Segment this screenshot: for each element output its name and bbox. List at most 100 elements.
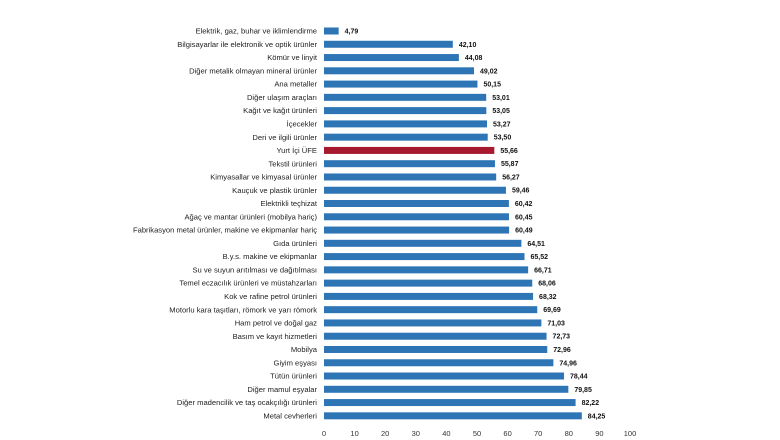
category-label: Tekstil ürünleri — [268, 159, 317, 168]
value-label: 42,10 — [459, 42, 477, 49]
x-tick-label: 20 — [381, 429, 389, 438]
bar — [324, 160, 495, 168]
value-label: 66,71 — [534, 267, 552, 274]
bar — [324, 399, 576, 407]
category-label: Kimyasallar ve kimyasal ürünler — [210, 173, 317, 182]
category-label: Basım ve kayıt hizmetleri — [233, 332, 318, 341]
value-label: 60,42 — [515, 201, 533, 208]
x-tick-label: 90 — [595, 429, 603, 438]
value-label: 60,45 — [515, 214, 533, 221]
value-label: 78,44 — [570, 374, 588, 381]
bar — [324, 332, 547, 340]
value-label: 49,02 — [480, 68, 498, 75]
x-axis-ticks-group: 0 10 20 30 40 50 60 70 80 90 100 — [322, 429, 636, 438]
x-tick-label: 60 — [503, 429, 511, 438]
category-label: Kauçuk ve plastik ürünler — [232, 186, 317, 195]
category-label: Su ve suyun arıtılması ve dağıtılması — [192, 265, 317, 274]
value-label: 84,25 — [588, 413, 606, 420]
bar — [324, 27, 339, 35]
value-label: 71,03 — [547, 320, 565, 327]
value-label: 50,15 — [483, 82, 501, 89]
value-label: 68,32 — [539, 294, 557, 301]
category-label: B.y.s. makine ve ekipmanlar — [223, 252, 318, 261]
bar — [324, 385, 569, 393]
value-labels-group: 4,79 42,10 44,08 49,02 50,15 53,01 53,05 53,27 5… — [345, 29, 606, 421]
x-tick-label: 100 — [624, 429, 637, 438]
x-tick-label: 50 — [473, 429, 481, 438]
bar — [324, 239, 522, 247]
bar — [324, 133, 488, 141]
category-label: Diğer ulaşım araçları — [247, 93, 317, 102]
bar — [324, 372, 565, 380]
value-label: 53,50 — [494, 135, 512, 142]
bar — [324, 120, 488, 128]
x-tick-label: 30 — [412, 429, 420, 438]
value-label: 79,85 — [574, 387, 592, 394]
category-label: Diğer metalik olmayan mineral ürünler — [189, 66, 317, 75]
x-tick-label: 10 — [350, 429, 358, 438]
category-label: Ana metaller — [274, 80, 317, 89]
category-label: Kömür ve linyit — [267, 53, 318, 62]
value-label: 53,01 — [492, 95, 510, 102]
bar — [324, 40, 453, 48]
category-label: Bilgisayarlar ile elektronik ve optik ür… — [177, 40, 317, 49]
category-label: Elektrik, gaz, buhar ve iklimlendirme — [195, 27, 317, 36]
value-label: 68,06 — [538, 281, 556, 288]
value-label: 59,46 — [512, 188, 530, 195]
bar — [324, 173, 497, 181]
category-label: Fabrikasyon metal ürünler, makine ve eki… — [133, 226, 317, 235]
category-label: İçecekler — [287, 119, 318, 128]
value-label: 53,05 — [492, 108, 510, 115]
category-label: Giyim eşyası — [274, 358, 317, 367]
category-label: Metal cevherleri — [263, 411, 317, 420]
category-label: Motorlu kara taşıtları, römork ve yarı r… — [169, 305, 317, 314]
category-label: Tütün ürünleri — [270, 372, 317, 381]
value-label: 82,22 — [582, 400, 600, 407]
category-label: Ağaç ve mantar ürünleri (mobilya hariç) — [184, 212, 317, 221]
value-label: 4,79 — [345, 29, 359, 36]
category-label: Diğer mamul eşyalar — [247, 385, 317, 394]
bar — [324, 292, 534, 300]
value-label: 55,87 — [501, 161, 519, 168]
x-tick-label: 0 — [322, 429, 326, 438]
bar — [324, 200, 509, 208]
category-label: Diğer madencilik ve taş ocakçılığı ürünl… — [177, 398, 317, 407]
bar — [324, 107, 487, 115]
bar — [324, 186, 506, 194]
bar — [324, 266, 529, 274]
category-labels-group: Elektrik, gaz, buhar ve iklimlendirme Bil… — [133, 27, 318, 421]
bar — [324, 345, 548, 353]
category-label: Deri ve ilgili ürünler — [252, 133, 317, 142]
bars-group — [324, 27, 582, 420]
bar — [324, 80, 478, 88]
bar — [324, 279, 533, 287]
category-label: Kağıt ve kağıt ürünleri — [243, 106, 317, 115]
category-label: Elektrikli teçhizat — [260, 199, 317, 208]
bar-highlight — [324, 146, 495, 154]
bar — [324, 93, 487, 101]
bar — [324, 226, 510, 234]
value-label: 56,27 — [502, 174, 520, 181]
value-label: 72,73 — [553, 334, 571, 341]
bar — [324, 253, 525, 261]
bar — [324, 213, 509, 221]
value-label: 72,96 — [553, 347, 571, 354]
x-tick-label: 70 — [534, 429, 542, 438]
bar — [324, 67, 474, 75]
x-tick-label: 80 — [565, 429, 573, 438]
bar — [324, 359, 554, 367]
value-label: 55,66 — [500, 148, 518, 155]
category-label: Gıda ürünleri — [273, 239, 317, 248]
value-label: 69,69 — [543, 307, 561, 314]
category-label: Mobilya — [291, 345, 318, 354]
category-label: Yurt İçi ÜFE — [276, 146, 317, 155]
value-label: 44,08 — [465, 55, 483, 62]
category-label: Ham petrol ve doğal gaz — [235, 319, 318, 328]
value-label: 53,27 — [493, 121, 511, 128]
bar — [324, 54, 459, 62]
bar — [324, 412, 582, 420]
value-label: 60,49 — [515, 228, 533, 235]
value-label: 74,96 — [559, 360, 577, 367]
category-label: Temel eczacılık ürünleri ve müstahzarlar… — [179, 279, 317, 288]
